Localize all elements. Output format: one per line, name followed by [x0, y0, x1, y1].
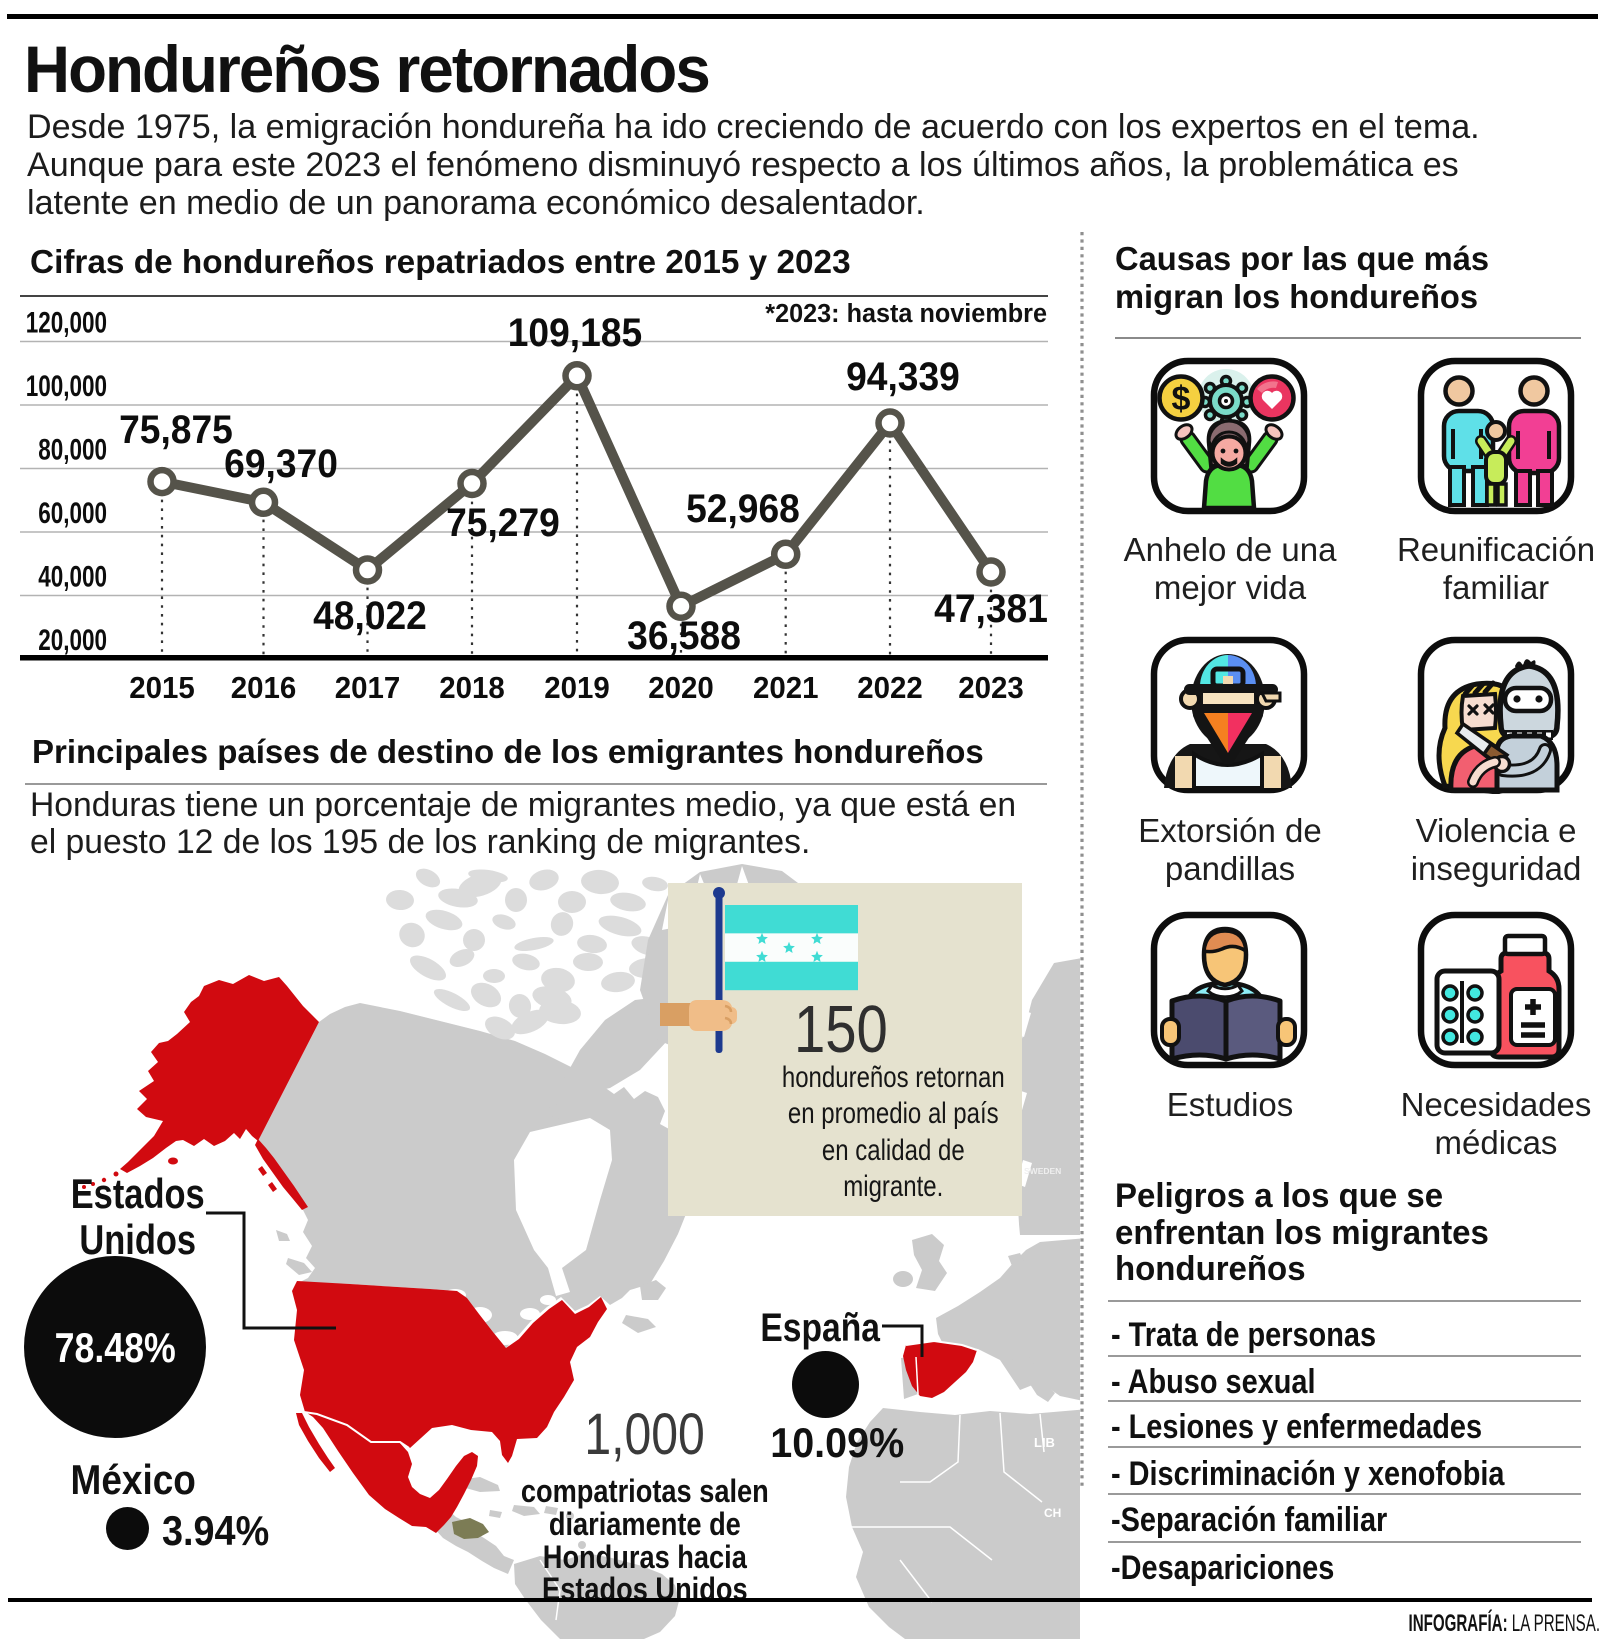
svg-text:75,875: 75,875	[119, 408, 233, 453]
svg-text:2017: 2017	[335, 671, 400, 705]
svg-text:20,000: 20,000	[38, 623, 107, 657]
svg-text:40,000: 40,000	[38, 559, 107, 593]
svg-text:60,000: 60,000	[38, 496, 107, 530]
svg-text:75,279: 75,279	[446, 501, 560, 546]
svg-text:2019: 2019	[544, 671, 609, 705]
svg-text:94,339: 94,339	[846, 355, 960, 400]
svg-text:2015: 2015	[129, 671, 194, 705]
svg-text:47,381: 47,381	[934, 587, 1048, 632]
svg-text:2018: 2018	[439, 671, 504, 705]
svg-text:69,370: 69,370	[224, 442, 338, 487]
svg-text:2016: 2016	[231, 671, 296, 705]
svg-text:2022: 2022	[857, 671, 922, 705]
svg-text:36,588: 36,588	[627, 614, 741, 659]
svg-text:120,000: 120,000	[26, 305, 107, 339]
svg-text:SWEDEN: SWEDEN	[1024, 1166, 1061, 1176]
svg-text:100,000: 100,000	[26, 369, 107, 403]
svg-text:2020: 2020	[648, 671, 713, 705]
svg-text:48,022: 48,022	[313, 594, 427, 639]
svg-text:LIB: LIB	[1034, 1435, 1055, 1450]
svg-text:$: $	[1172, 380, 1191, 418]
svg-text:*2023: hasta noviembre: *2023: hasta noviembre	[765, 300, 1047, 328]
svg-text:52,968: 52,968	[686, 487, 800, 532]
svg-text:2021: 2021	[753, 671, 818, 705]
svg-text:80,000: 80,000	[38, 432, 107, 466]
svg-text:CH: CH	[1044, 1506, 1061, 1520]
svg-text:2023: 2023	[958, 671, 1023, 705]
svg-text:109,185: 109,185	[508, 311, 642, 356]
